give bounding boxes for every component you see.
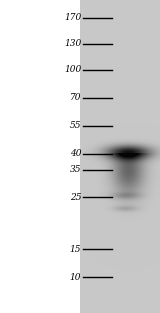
Text: 70: 70 — [70, 94, 81, 102]
Text: 100: 100 — [64, 65, 81, 74]
Bar — [80, 0, 160, 313]
Text: 25: 25 — [70, 192, 81, 202]
Text: 130: 130 — [64, 39, 81, 49]
Text: 10: 10 — [70, 273, 81, 281]
Text: 35: 35 — [70, 166, 81, 175]
Text: 170: 170 — [64, 13, 81, 23]
Text: 55: 55 — [70, 121, 81, 131]
Text: 40: 40 — [70, 150, 81, 158]
Text: 15: 15 — [70, 244, 81, 254]
